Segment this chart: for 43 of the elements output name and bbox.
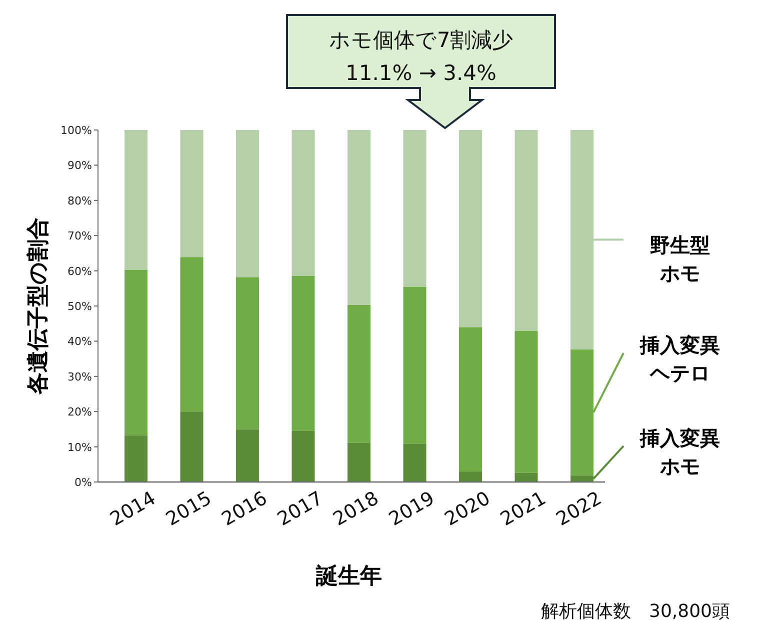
x-axis-title: 誕生年 [315,564,382,589]
bar [180,412,204,482]
bar [514,330,538,473]
bar [124,130,148,270]
bar [348,304,370,443]
y-tick-label: 50% [68,300,92,313]
bar [403,286,426,444]
y-tick-label: 100% [60,124,92,137]
y-tick-label: 60% [68,264,92,278]
bar [180,130,204,258]
legend-label: 挿入変異ホモ [638,425,721,480]
legend-label: 野生型ホモ [649,232,711,287]
bar [459,327,482,472]
bar [403,444,426,482]
y-tick-label: 70% [68,230,92,243]
bar [236,429,259,482]
y-tick-label: 20% [68,406,92,419]
bar [403,130,426,287]
bar [459,130,482,328]
text: ホモ個体で7割減少 [328,28,514,52]
bar [348,442,370,482]
text: 解析個体数 30,800頭 [541,601,730,622]
y-tick-label: 90% [68,159,92,172]
bar [292,130,315,276]
bar [514,130,538,331]
bar [124,270,148,436]
y-tick-label: 10% [68,440,92,454]
y-axis-title: 各遺伝子型の割合 [26,218,51,396]
y-tick-label: 30% [68,370,92,384]
bar [292,430,315,482]
bar [236,277,259,430]
bar [180,257,204,412]
y-tick-label: 80% [68,194,92,208]
bar [124,435,148,482]
bar [459,471,482,482]
y-tick-label: 40% [68,335,92,348]
text: 挿入変異ヘテロ [638,332,721,387]
bar [514,472,538,482]
bar [348,130,370,305]
y-tick-label: 0% [74,476,92,489]
text: 11.1% → 3.4% [345,61,497,85]
bar [292,276,315,431]
bar [236,130,259,278]
